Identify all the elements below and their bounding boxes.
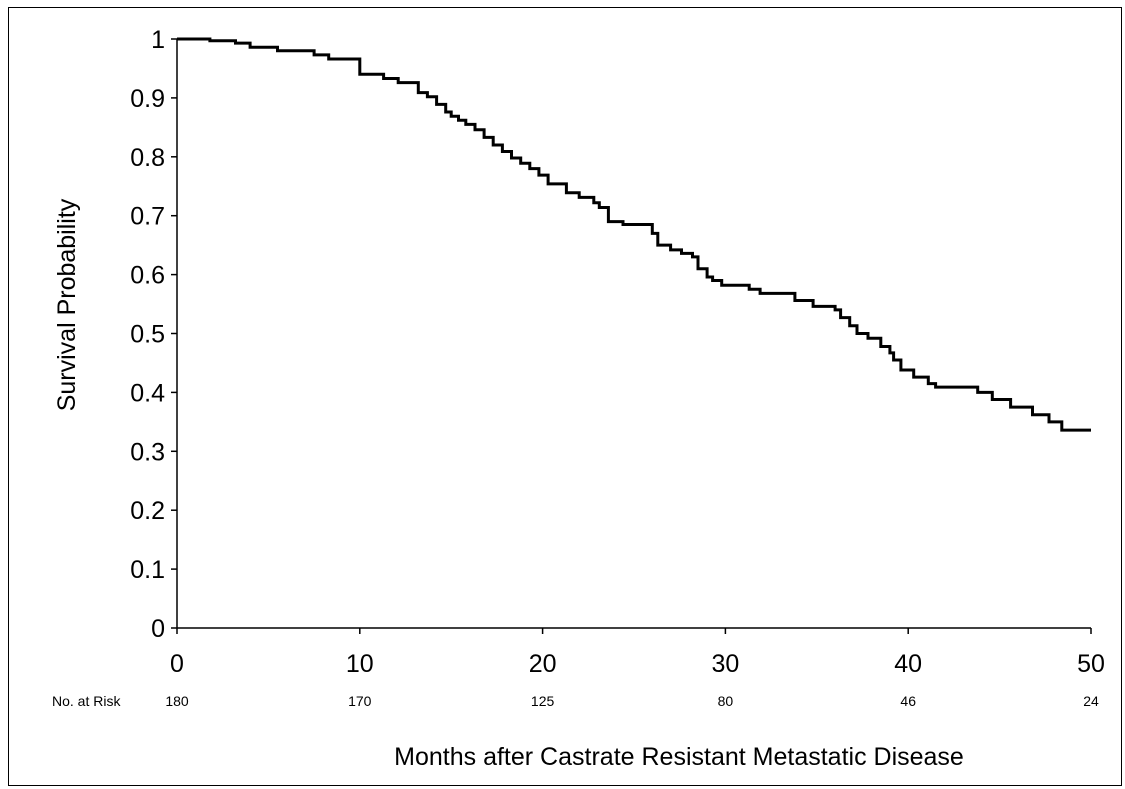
- x-tick-label: 50: [1077, 650, 1105, 678]
- y-tick-label: 0.4: [130, 379, 165, 407]
- y-ticks: 0 0.1 0.2 0.3 0.4 0.5 0.6 0.7 0.8 0.9 1: [130, 26, 177, 643]
- x-tick-label: 30: [711, 650, 739, 678]
- y-tick-label: 0.3: [130, 438, 165, 466]
- y-tick-label: 0.2: [130, 497, 165, 525]
- y-tick-label: 0: [151, 615, 165, 643]
- y-tick-label: 0.8: [130, 144, 165, 172]
- survival-curve: [177, 37, 1091, 432]
- risk-values: 180 170 125 80 46 24: [165, 693, 1099, 709]
- y-tick-label: 1: [151, 26, 165, 54]
- risk-value: 125: [531, 693, 555, 709]
- y-axis-title: Survival Probability: [53, 198, 81, 411]
- y-tick-label: 0.9: [130, 85, 165, 113]
- y-tick-label: 0.6: [130, 262, 165, 290]
- axes: [176, 39, 1091, 629]
- x-tick-label: 10: [346, 650, 374, 678]
- risk-value: 46: [900, 693, 916, 709]
- risk-table-label: No. at Risk: [52, 693, 121, 709]
- x-ticks: 0 10 20 30 40 50: [170, 628, 1105, 678]
- chart-frame: [8, 7, 1122, 786]
- risk-value: 170: [348, 693, 372, 709]
- risk-value: 80: [718, 693, 734, 709]
- x-tick-label: 40: [894, 650, 922, 678]
- risk-value: 24: [1083, 693, 1099, 709]
- risk-value: 180: [165, 693, 189, 709]
- x-tick-label: 20: [529, 650, 557, 678]
- y-tick-label: 0.5: [130, 321, 165, 349]
- y-tick-label: 0.7: [130, 203, 165, 231]
- x-tick-label: 0: [170, 650, 184, 678]
- x-axis-title: Months after Castrate Resistant Metastat…: [394, 743, 964, 771]
- y-tick-label: 0.1: [130, 556, 165, 584]
